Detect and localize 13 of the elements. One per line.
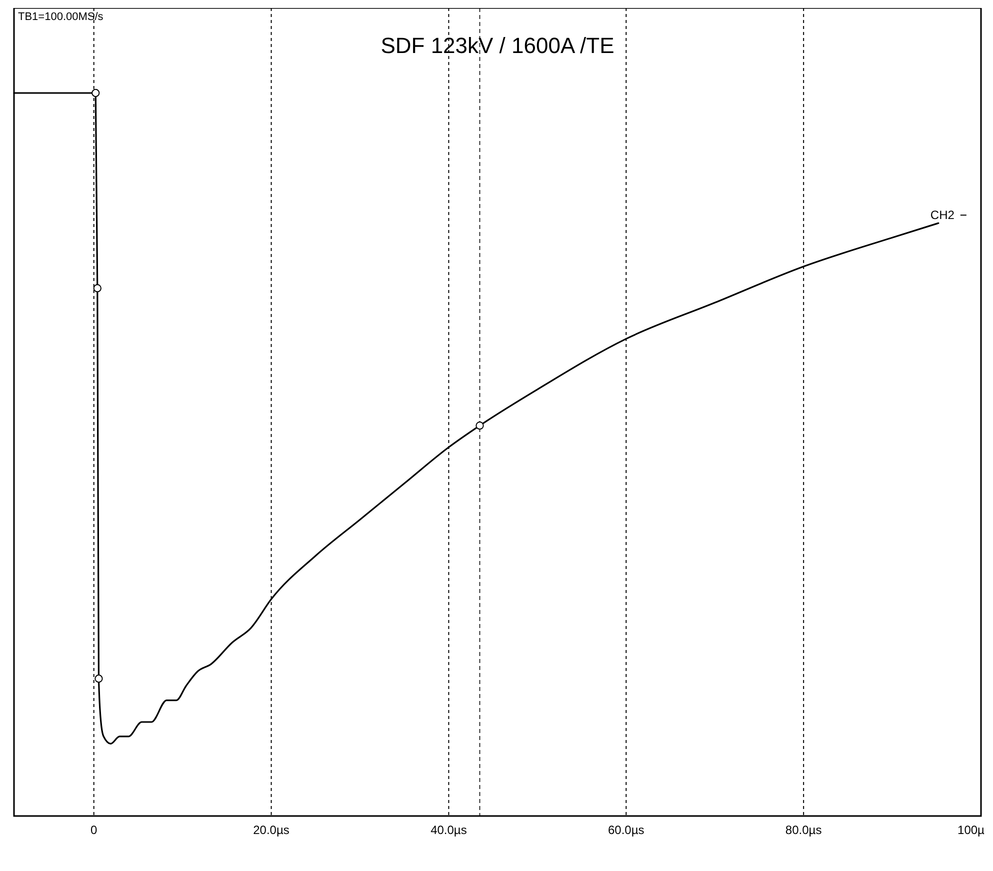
- chart-title: SDF 123kV / 1600A /TE: [380, 33, 614, 58]
- x-tick-label: 0: [90, 823, 98, 837]
- x-tick-label: 40.0µs: [430, 823, 467, 837]
- x-tick-label: 20.0µs: [253, 823, 290, 837]
- point: [94, 674, 103, 683]
- text: TB1=100.00MS/s: [18, 11, 104, 23]
- point: [476, 422, 484, 430]
- x-tick-label: 80.0µs: [785, 823, 822, 837]
- point: [92, 88, 100, 98]
- point: [93, 284, 102, 292]
- x-tick-label: 100µ: [958, 823, 985, 837]
- x-tick-label: 60.0µs: [608, 823, 644, 837]
- legend-label: CH2: [930, 208, 955, 222]
